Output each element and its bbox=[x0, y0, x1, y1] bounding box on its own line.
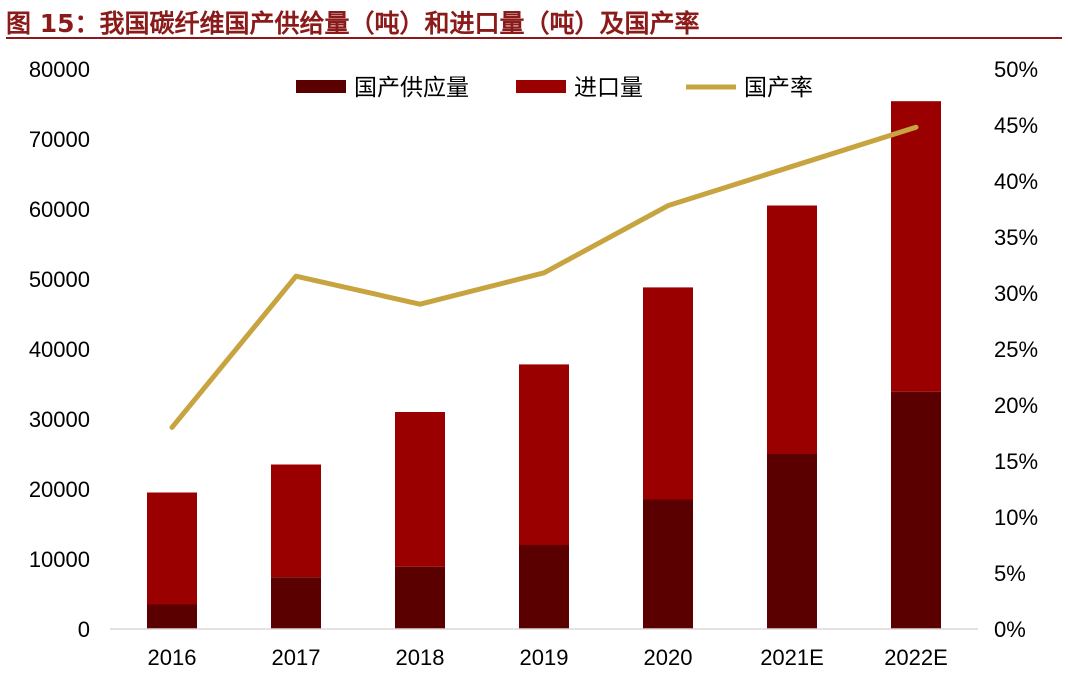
bar-domestic-2016 bbox=[147, 604, 197, 629]
left-tick-label: 70000 bbox=[29, 127, 90, 152]
category-label: 2021E bbox=[760, 645, 824, 670]
right-tick-label: 10% bbox=[994, 505, 1038, 530]
bar-domestic-2022E bbox=[891, 391, 941, 629]
left-tick-label: 20000 bbox=[29, 477, 90, 502]
bar-domestic-2021E bbox=[767, 454, 817, 629]
bar-import-2021E bbox=[767, 205, 817, 454]
bars-layer bbox=[147, 101, 941, 629]
rate-line bbox=[169, 124, 919, 430]
category-label: 2016 bbox=[148, 645, 197, 670]
bar-import-2019 bbox=[519, 364, 569, 545]
right-tick-label: 0% bbox=[994, 617, 1026, 642]
category-label: 2019 bbox=[520, 645, 569, 670]
bar-import-2022E bbox=[891, 101, 941, 392]
right-tick-label: 15% bbox=[994, 449, 1038, 474]
figure-title: 图 15：我国碳纤维国产供给量（吨）和进口量（吨）及国产率 bbox=[6, 9, 700, 38]
category-label: 2020 bbox=[644, 645, 693, 670]
left-tick-label: 30000 bbox=[29, 407, 90, 432]
left-tick-label: 80000 bbox=[29, 57, 90, 82]
legend-label-domestic: 国产供应量 bbox=[354, 75, 469, 101]
left-tick-label: 50000 bbox=[29, 267, 90, 292]
right-tick-label: 40% bbox=[994, 169, 1038, 194]
right-tick-label: 35% bbox=[994, 225, 1038, 250]
left-tick-label: 0 bbox=[78, 617, 90, 642]
bar-domestic-2020 bbox=[643, 499, 693, 629]
category-label: 2018 bbox=[396, 645, 445, 670]
legend-swatch-domestic bbox=[296, 80, 346, 93]
right-tick-label: 45% bbox=[994, 113, 1038, 138]
right-axis-ticks: 0% 5% 10% 15% 20% 25% 30% 35% 40% 45% 50% bbox=[994, 57, 1038, 642]
category-ticks: 2016 2017 2018 2019 2020 2021E 2022E bbox=[148, 645, 948, 670]
legend-swatch-import bbox=[516, 80, 566, 93]
left-tick-label: 10000 bbox=[29, 547, 90, 572]
right-tick-label: 30% bbox=[994, 281, 1038, 306]
right-tick-label: 20% bbox=[994, 393, 1038, 418]
category-label: 2017 bbox=[272, 645, 321, 670]
bar-import-2018 bbox=[395, 412, 445, 567]
bar-domestic-2018 bbox=[395, 566, 445, 629]
bar-import-2017 bbox=[271, 464, 321, 578]
right-tick-label: 50% bbox=[994, 57, 1038, 82]
right-tick-label: 25% bbox=[994, 337, 1038, 362]
bar-domestic-2019 bbox=[519, 545, 569, 629]
legend: 国产供应量 进口量 国产率 bbox=[296, 75, 813, 101]
line-layer bbox=[169, 124, 919, 430]
right-tick-label: 5% bbox=[994, 561, 1026, 586]
title-rule bbox=[6, 37, 1062, 39]
left-tick-label: 40000 bbox=[29, 337, 90, 362]
left-tick-label: 60000 bbox=[29, 197, 90, 222]
bar-import-2016 bbox=[147, 492, 197, 605]
bar-domestic-2017 bbox=[271, 577, 321, 629]
left-axis-ticks: 0 10000 20000 30000 40000 50000 60000 70000 8000… bbox=[29, 57, 90, 642]
legend-label-import: 进口量 bbox=[574, 75, 643, 101]
bar-import-2020 bbox=[643, 287, 693, 500]
category-label: 2022E bbox=[884, 645, 948, 670]
legend-label-rate: 国产率 bbox=[744, 75, 813, 101]
